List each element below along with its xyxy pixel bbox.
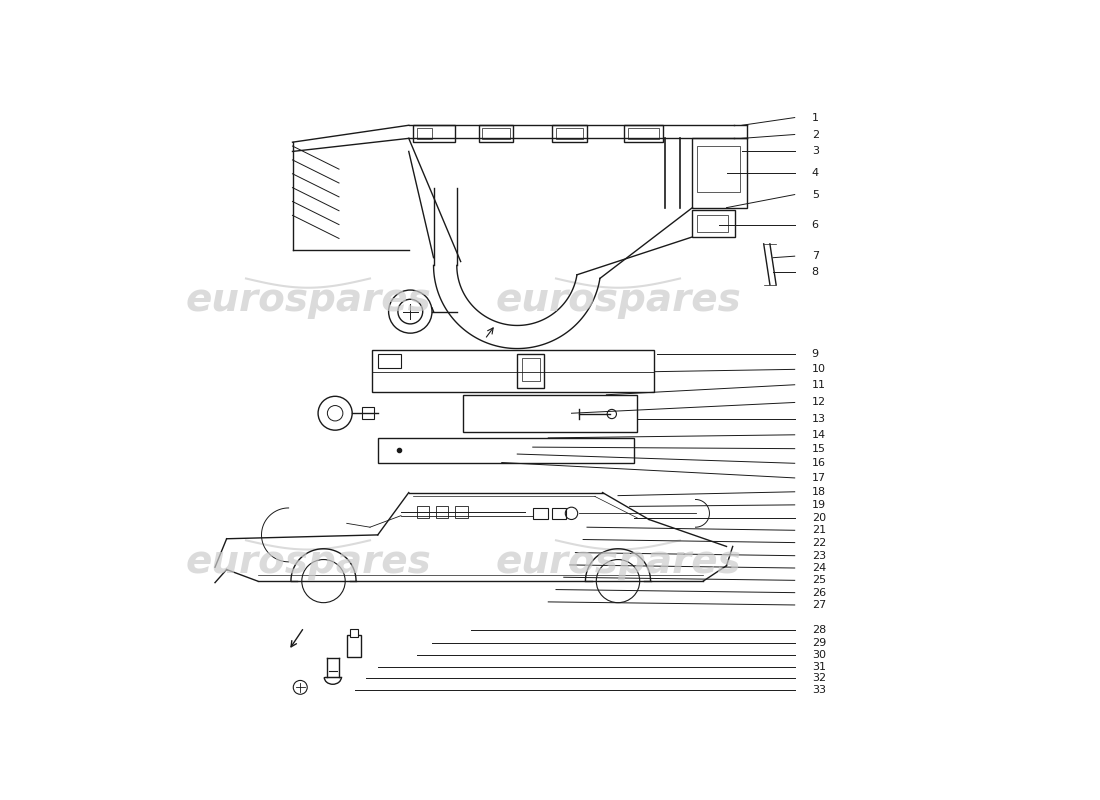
Bar [350, 629, 358, 637]
Text: eurospares: eurospares [185, 543, 431, 581]
Bar [463, 394, 637, 432]
Text: 5: 5 [812, 190, 818, 199]
Bar [377, 354, 402, 368]
Text: 19: 19 [812, 500, 826, 510]
Text: 33: 33 [812, 685, 826, 694]
Bar [697, 214, 728, 231]
Text: 25: 25 [812, 575, 826, 586]
Bar [362, 407, 374, 419]
Bar [628, 128, 659, 139]
Text: eurospares: eurospares [185, 281, 431, 319]
Bar [624, 126, 663, 142]
Text: 10: 10 [812, 364, 826, 374]
Text: 15: 15 [812, 444, 826, 454]
Bar [692, 210, 735, 237]
Bar [517, 354, 544, 388]
Text: 31: 31 [812, 662, 826, 671]
Text: 1: 1 [812, 113, 818, 122]
Text: 12: 12 [812, 398, 826, 407]
Text: 29: 29 [812, 638, 826, 648]
Text: 23: 23 [812, 550, 826, 561]
Bar [552, 126, 587, 142]
Text: 32: 32 [812, 673, 826, 683]
Text: 4: 4 [812, 168, 818, 178]
Bar [532, 508, 548, 518]
Bar [417, 128, 432, 139]
Bar [346, 635, 361, 657]
Text: 16: 16 [812, 458, 826, 468]
Text: 13: 13 [812, 414, 826, 424]
Bar [377, 438, 634, 462]
Text: 6: 6 [812, 220, 818, 230]
Bar [417, 506, 429, 518]
Text: 17: 17 [812, 473, 826, 483]
Bar [692, 138, 747, 208]
Bar [556, 128, 583, 139]
Bar [372, 350, 654, 393]
Text: 27: 27 [812, 600, 826, 610]
Bar [412, 126, 455, 142]
Text: 2: 2 [812, 130, 818, 139]
Bar [521, 358, 540, 381]
Text: 24: 24 [812, 563, 826, 573]
Bar [478, 126, 514, 142]
Text: 26: 26 [812, 588, 826, 598]
Bar [455, 506, 468, 518]
Text: 18: 18 [812, 486, 826, 497]
Text: eurospares: eurospares [495, 281, 741, 319]
Text: 8: 8 [812, 266, 818, 277]
Text: 7: 7 [812, 251, 818, 261]
Text: 9: 9 [812, 349, 818, 359]
Text: 11: 11 [812, 380, 826, 390]
Text: 3: 3 [812, 146, 818, 157]
Text: 21: 21 [812, 526, 826, 535]
Text: 22: 22 [812, 538, 826, 547]
Bar [697, 146, 739, 192]
Text: 30: 30 [812, 650, 826, 660]
Text: 14: 14 [812, 430, 826, 440]
Bar [436, 506, 449, 518]
Text: 28: 28 [812, 625, 826, 634]
Bar [483, 128, 509, 139]
Text: 20: 20 [812, 513, 826, 523]
Bar [552, 508, 567, 518]
Text: eurospares: eurospares [495, 543, 741, 581]
